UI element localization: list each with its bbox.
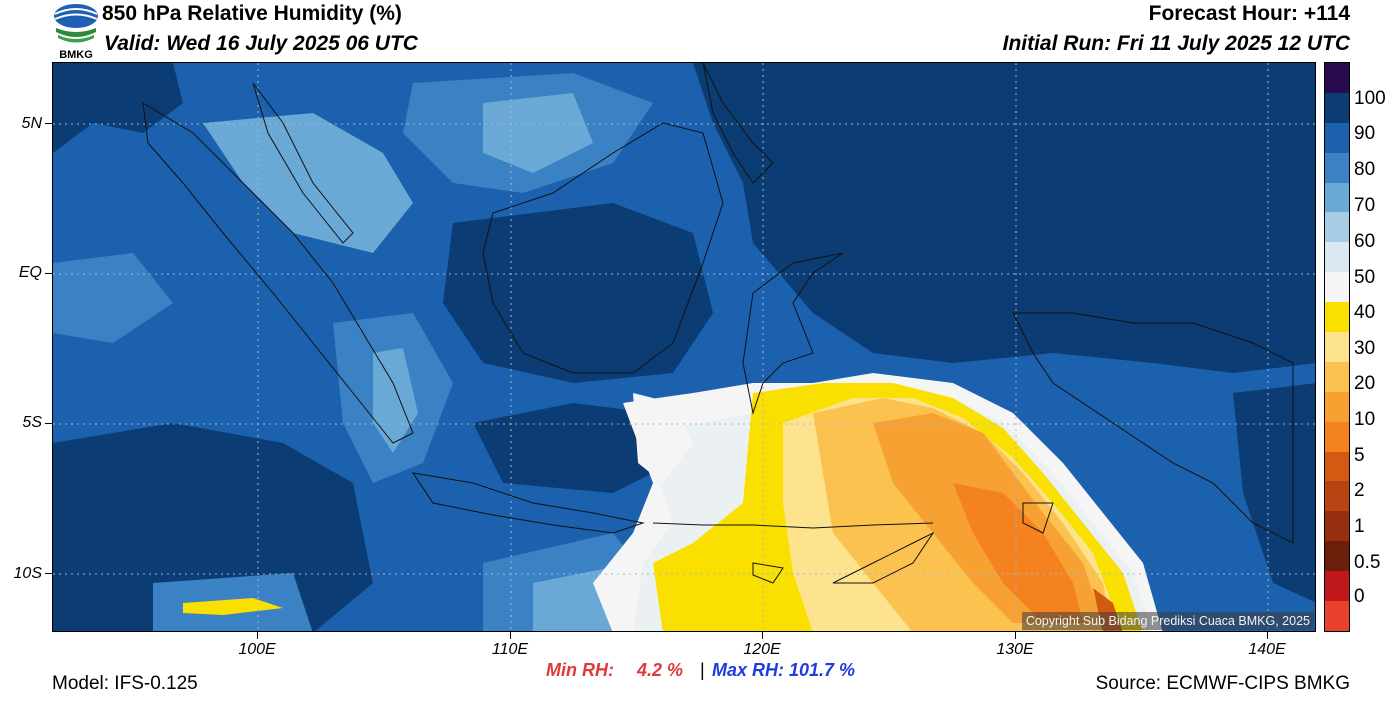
- colorbar-segment: [1325, 182, 1349, 213]
- colorbar-segment: [1325, 421, 1349, 452]
- lat-label-eq: EQ: [18, 264, 42, 281]
- lon-label-110e: 110E: [491, 641, 529, 658]
- lat-tick: [45, 423, 52, 424]
- colorbar-segment: [1325, 511, 1349, 542]
- colorbar-label: 80: [1354, 159, 1376, 180]
- lon-label-120e: 120E: [743, 641, 781, 658]
- lon-tick: [1015, 632, 1016, 639]
- colorbar-segment: [1325, 272, 1349, 303]
- lat-tick: [45, 273, 52, 274]
- colorbar-label: 40: [1354, 302, 1376, 323]
- lon-tick: [510, 632, 511, 639]
- colorbar-label: 5: [1354, 445, 1365, 466]
- lon-tick: [762, 632, 763, 639]
- source-label: Source: ECMWF-CIPS BMKG: [1095, 673, 1350, 694]
- colorbar-segment: [1325, 451, 1349, 482]
- lon-tick: [1267, 632, 1268, 639]
- colorbar-segment: [1325, 361, 1349, 392]
- lat-tick: [45, 123, 52, 124]
- lat-label-10s: 10S: [13, 565, 42, 582]
- colorbar-label: 90: [1354, 123, 1376, 144]
- colorbar-label: 0: [1354, 586, 1365, 607]
- valid-time: Valid: Wed 16 July 2025 06 UTC: [104, 32, 418, 55]
- colorbar-segment: [1325, 63, 1349, 93]
- initial-run: Initial Run: Fri 11 July 2025 12 UTC: [1002, 32, 1350, 55]
- lat-label-5n: 5N: [21, 115, 42, 132]
- model-label: Model: IFS-0.125: [52, 673, 198, 694]
- colorbar-label: 70: [1354, 195, 1376, 216]
- colorbar-label: 10: [1354, 409, 1376, 430]
- colorbar-label: 50: [1354, 267, 1376, 288]
- min-rh-label: Min RH:: [546, 660, 614, 680]
- colorbar-segment: [1325, 601, 1349, 631]
- colorbar-segment: [1325, 92, 1349, 123]
- copyright-notice: Copyright Sub Bidang Prediksi Cuaca BMKG…: [1021, 612, 1314, 630]
- colorbar: [1324, 62, 1350, 632]
- max-rh: Max RH: 101.7 %: [712, 660, 856, 680]
- bmkg-logo: BMKG: [52, 2, 100, 61]
- colorbar-segment: [1325, 571, 1349, 602]
- chart-title: 850 hPa Relative Humidity (%): [102, 2, 402, 25]
- colorbar-segment: [1325, 481, 1349, 512]
- min-rh-value: 4.2 %: [637, 660, 684, 680]
- lon-label-100e: 100E: [238, 641, 276, 658]
- colorbar-segment: [1325, 122, 1349, 153]
- colorbar-label: 1: [1354, 516, 1365, 537]
- colorbar-segment: [1325, 152, 1349, 183]
- forecast-hour: Forecast Hour: +114: [1148, 2, 1350, 25]
- lon-label-140e: 140E: [1248, 641, 1286, 658]
- colorbar-label: 100: [1354, 88, 1386, 109]
- colorbar-label: 20: [1354, 373, 1376, 394]
- lat-label-5s: 5S: [22, 414, 42, 431]
- humidity-field: [53, 63, 1315, 631]
- colorbar-segment: [1325, 302, 1349, 333]
- colorbar-segment: [1325, 391, 1349, 422]
- colorbar-segment: [1325, 242, 1349, 273]
- colorbar-label: 30: [1354, 338, 1376, 359]
- colorbar-label: 0.5: [1354, 552, 1381, 573]
- lon-label-130e: 130E: [996, 641, 1034, 658]
- colorbar-segment: [1325, 541, 1349, 572]
- humidity-map: [52, 62, 1316, 632]
- stats-separator: |: [700, 660, 705, 680]
- colorbar-segment: [1325, 332, 1349, 362]
- colorbar-label: 60: [1354, 231, 1376, 252]
- lat-tick: [45, 573, 52, 574]
- colorbar-segment: [1325, 212, 1349, 243]
- lon-tick: [257, 632, 258, 639]
- colorbar-label: 2: [1354, 480, 1365, 501]
- logo-text: BMKG: [59, 49, 93, 60]
